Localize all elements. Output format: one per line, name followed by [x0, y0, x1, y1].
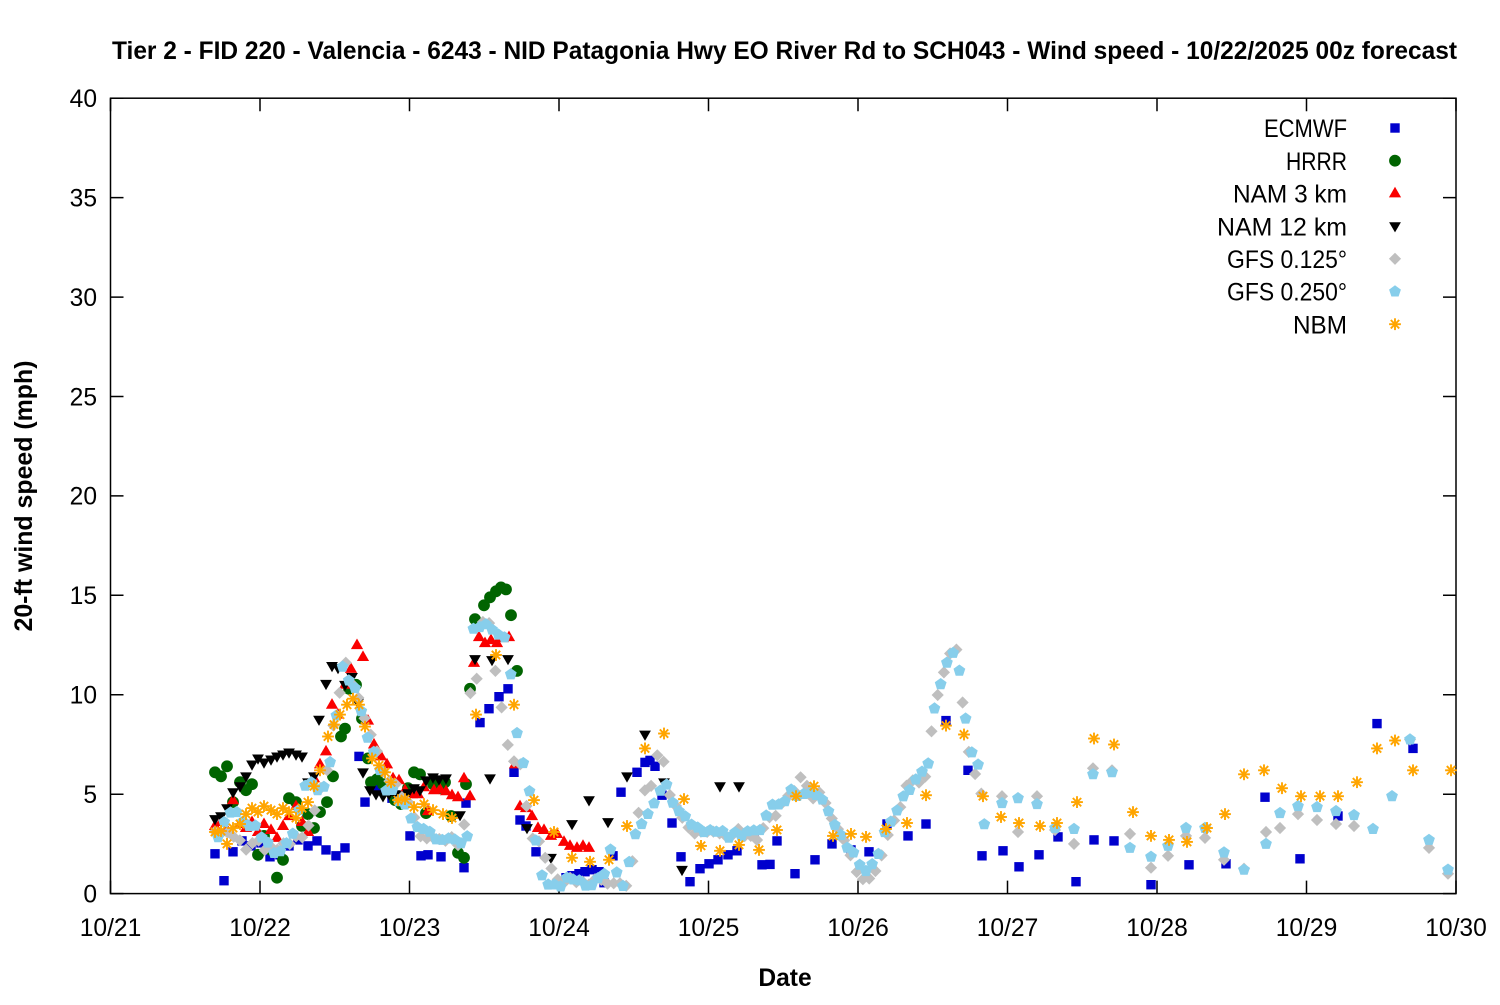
svg-text:25: 25	[70, 384, 97, 411]
svg-text:5: 5	[83, 782, 97, 809]
svg-text:10/22: 10/22	[229, 915, 291, 942]
svg-text:HRRR: HRRR	[1286, 149, 1347, 176]
svg-text:30: 30	[70, 285, 97, 312]
svg-text:10/30: 10/30	[1425, 915, 1487, 942]
svg-text:35: 35	[70, 185, 97, 212]
svg-text:10/24: 10/24	[528, 915, 590, 942]
svg-text:NAM 12 km: NAM 12 km	[1217, 214, 1347, 241]
svg-text:10/27: 10/27	[977, 915, 1039, 942]
svg-text:NBM: NBM	[1293, 312, 1347, 339]
svg-text:20: 20	[70, 484, 97, 511]
svg-text:0: 0	[83, 881, 97, 908]
svg-text:GFS 0.250°: GFS 0.250°	[1227, 280, 1347, 307]
svg-text:10/25: 10/25	[678, 915, 740, 942]
svg-text:10/23: 10/23	[379, 915, 441, 942]
svg-text:NAM 3 km: NAM 3 km	[1233, 182, 1347, 209]
svg-text:10/21: 10/21	[80, 915, 142, 942]
svg-text:10: 10	[70, 683, 97, 710]
svg-text:10/28: 10/28	[1126, 915, 1188, 942]
svg-text:40: 40	[70, 86, 97, 113]
svg-text:ECMWF: ECMWF	[1264, 116, 1347, 143]
svg-text:15: 15	[70, 583, 97, 610]
svg-text:Date: Date	[758, 965, 811, 992]
svg-text:GFS 0.125°: GFS 0.125°	[1227, 247, 1347, 274]
svg-text:20-ft wind speed (mph): 20-ft wind speed (mph)	[11, 361, 38, 632]
svg-text:10/26: 10/26	[827, 915, 889, 942]
svg-text:10/29: 10/29	[1276, 915, 1338, 942]
svg-text:Tier 2 - FID 220 - Valencia -: Tier 2 - FID 220 - Valencia - 6243 - NID…	[112, 38, 1457, 65]
